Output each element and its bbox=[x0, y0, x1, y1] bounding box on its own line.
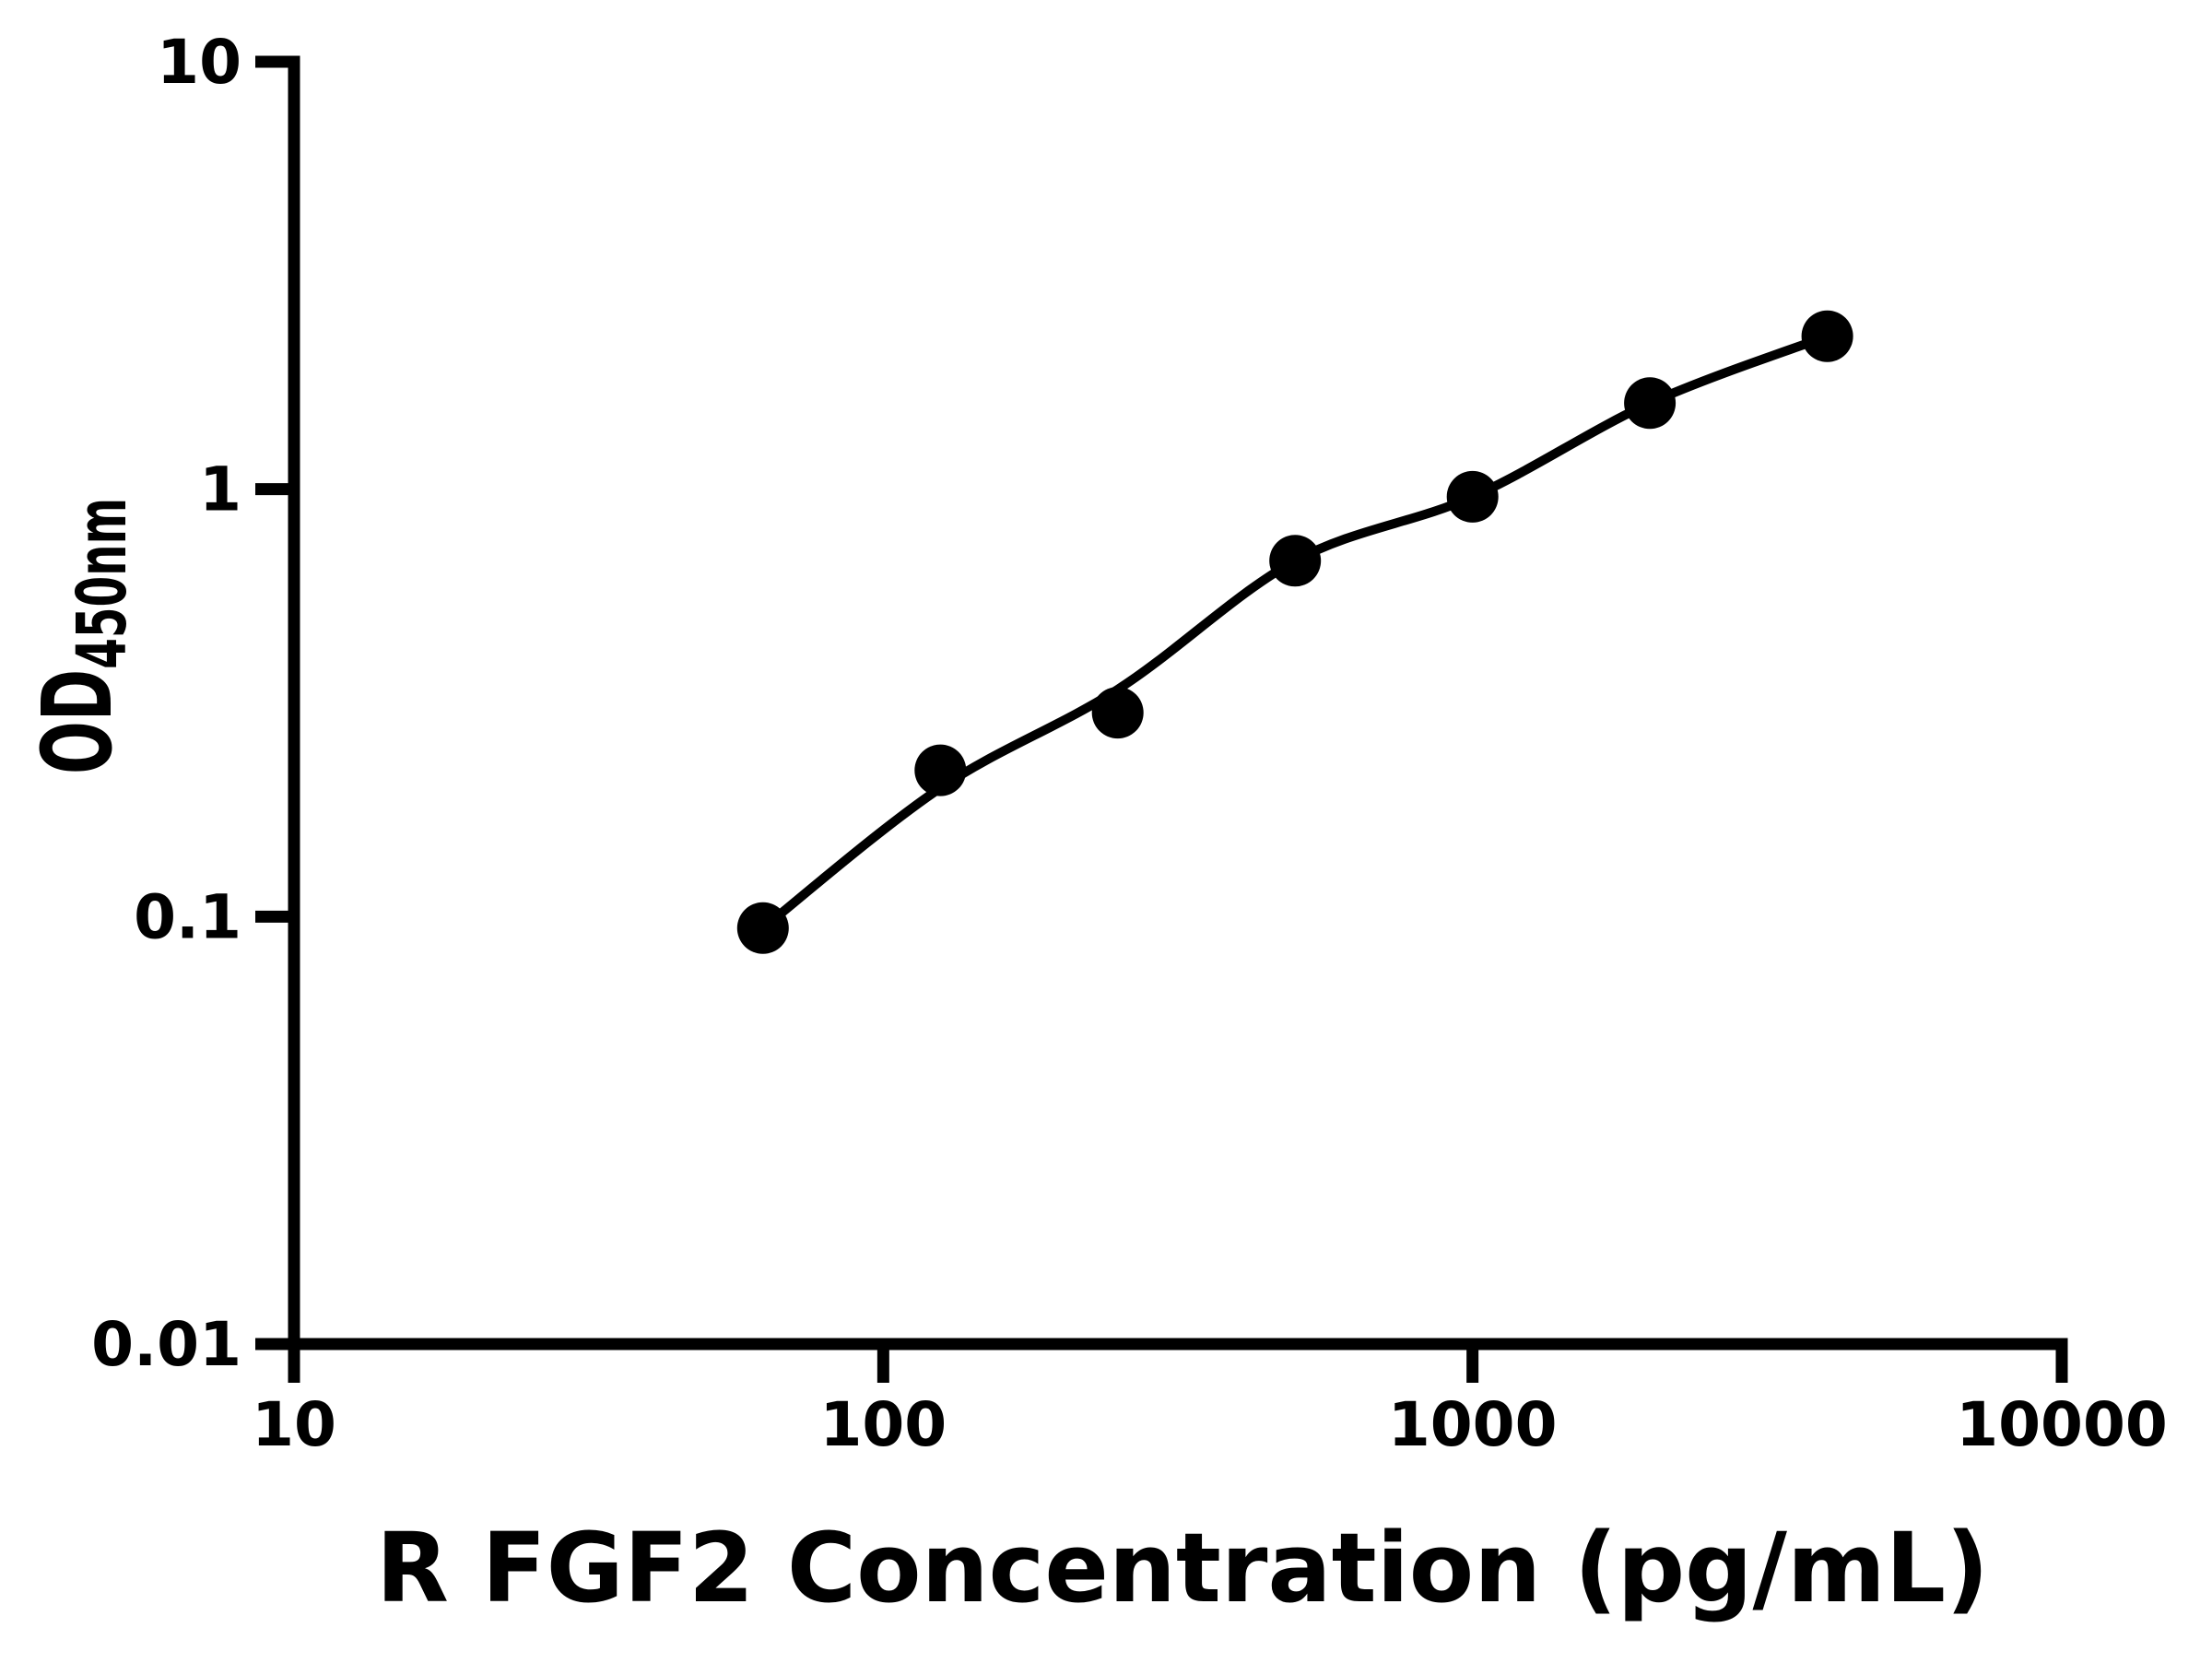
data-point-500 bbox=[1269, 535, 1322, 587]
fit-curve bbox=[758, 331, 1832, 933]
axes bbox=[288, 55, 2068, 1350]
data-point-62.5 bbox=[736, 902, 789, 954]
y-axis-title-subscript: 450nm bbox=[63, 498, 142, 669]
tick-marks bbox=[255, 55, 2068, 1383]
y-tick-label-1: 1 bbox=[199, 454, 241, 525]
y-axis-title-main: OD bbox=[21, 669, 134, 774]
y-tick-label-0.01: 0.01 bbox=[91, 1309, 241, 1380]
x-tick-label-100: 100 bbox=[819, 1389, 947, 1460]
data-point-125 bbox=[914, 744, 967, 796]
x-tick-label-10000: 10000 bbox=[1956, 1389, 2168, 1460]
data-point-2000 bbox=[1624, 377, 1677, 430]
x-axis-title: R FGF2 Concentration (pg/mL) bbox=[376, 1512, 1989, 1624]
axis-titles: R FGF2 Concentration (pg/mL) OD450nm bbox=[21, 498, 1989, 1624]
y-axis-title: OD450nm bbox=[21, 498, 142, 774]
data-point-250 bbox=[1091, 687, 1144, 739]
x-tick-label-10: 10 bbox=[252, 1389, 336, 1460]
data-series bbox=[736, 310, 1853, 954]
data-point-1000 bbox=[1446, 470, 1499, 523]
y-tick-label-10: 10 bbox=[157, 27, 241, 98]
y-tick-label-0.1: 0.1 bbox=[134, 881, 241, 952]
data-point-4000 bbox=[1801, 310, 1853, 362]
x-tick-label-1000: 1000 bbox=[1388, 1389, 1558, 1460]
tick-labels: 10 100 1000 10000 10 1 0.1 0.01 bbox=[91, 27, 2168, 1460]
